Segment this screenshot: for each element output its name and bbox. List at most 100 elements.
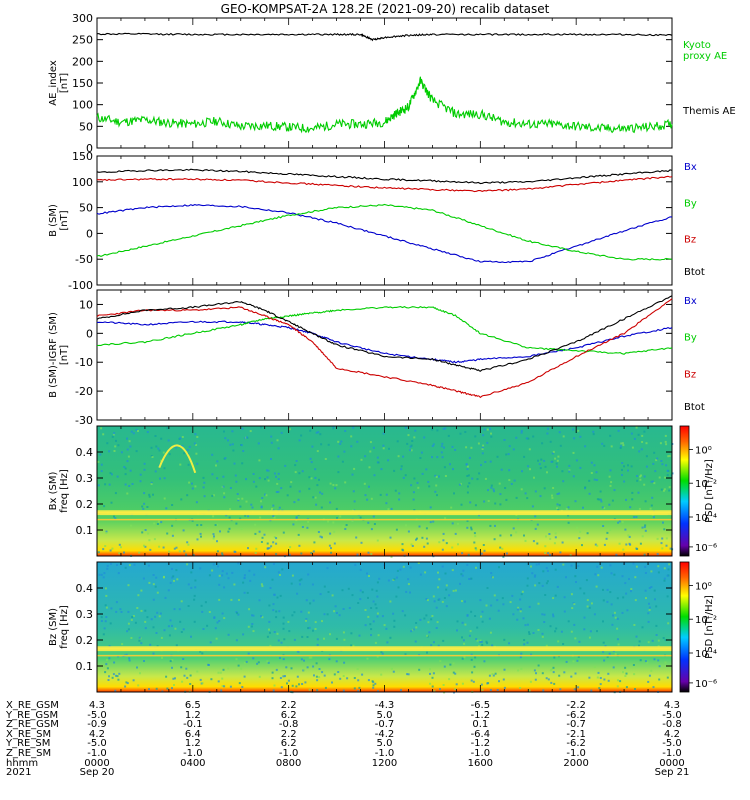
panel-2: -100 -50 0 50 100 150 B (SM) [nT] Bx By Bz Btot	[48, 150, 705, 292]
ephemeris-cell: -0.9	[87, 719, 107, 731]
ephemeris-row-label: Y_RE_GSM	[6, 709, 59, 721]
y-tick-label: 0.2	[76, 634, 94, 647]
y-tick-label: -20	[75, 385, 93, 398]
ephemeris-row-label: Y_RE_SM	[6, 738, 51, 750]
panel-5: 10⁰ 10⁻² 10⁻⁴ 10⁻⁶ PSD [nT²/Hz] 0.1 0.2 0.3 0.4 B…	[48, 561, 717, 694]
ephemeris-row-label: X_RE_SM	[6, 728, 52, 740]
ephemeris-cell: Sep 21	[654, 767, 690, 779]
y-tick-label: 0.3	[76, 472, 94, 485]
y-axis-label: B (SM)	[48, 204, 59, 237]
legend-entry: Btot	[684, 402, 705, 413]
y-tick-label: 200	[72, 55, 93, 68]
colorbar-label: PSD [nT²/Hz]	[704, 595, 715, 659]
ephemeris-cell: -1.2	[470, 738, 491, 750]
ephemeris-cell: -5.0	[87, 738, 107, 750]
ephemeris-cell: -6.2	[566, 738, 586, 750]
ephemeris-cell: -1.0	[662, 748, 682, 759]
colorbar-tick-label: 10⁻⁶	[695, 543, 717, 554]
legend-entry: Bx	[684, 296, 697, 307]
ephemeris-cell: 4.3	[89, 700, 105, 711]
ephemeris-row-label: Z_RE_GSM	[6, 719, 59, 731]
y-tick-label: 300	[72, 12, 93, 25]
ephemeris-cell: 4.2	[664, 728, 680, 740]
colorbar-tick-label: 10⁻⁴	[695, 513, 717, 524]
y-tick-label: -50	[75, 253, 93, 266]
y-tick-label: 0	[86, 227, 93, 240]
legend-entry: Kyoto	[683, 40, 711, 51]
series-line	[96, 295, 673, 372]
colorbar-label: PSD [nT²/Hz]	[704, 459, 715, 523]
ephemeris-cell: 6.2	[280, 738, 297, 750]
colorbar-tick-label: 10⁰	[695, 581, 712, 592]
y-tick-label: 100	[72, 99, 93, 112]
y-tick-label: -100	[68, 279, 93, 292]
ephemeris-cell: 1.2	[184, 709, 201, 721]
y-axis-label: [nT]	[59, 210, 70, 230]
ephemeris-cell: 1600	[467, 757, 494, 769]
ephemeris-cell: -5.0	[662, 709, 682, 721]
ephemeris-cell: -2.1	[566, 728, 586, 740]
y-tick-label: 250	[72, 34, 93, 47]
ephemeris-cell: -1.0	[278, 748, 299, 759]
y-axis-label: Bz (SM)	[48, 608, 59, 646]
ephemeris-cell: 4.2	[89, 728, 105, 740]
legend-entry: Bz	[684, 369, 696, 380]
colorbar	[679, 425, 690, 557]
ephemeris-cell: 6.4	[184, 728, 201, 740]
ephemeris-cell: -6.2	[566, 709, 586, 721]
panel-4: 10⁰ 10⁻² 10⁻⁴ 10⁻⁶ PSD [nT²/Hz] 0.1 0.2 0.3 0.4 B…	[48, 425, 717, 558]
y-axis-label: freq [Hz]	[59, 605, 70, 649]
ephemeris-row-label: X_RE_GSM	[6, 700, 59, 711]
ephemeris-table: X_RE_GSM 4.3 6.5 2.2 -4.3 -6.5 -2.2 4.3 Y_RE_GSM…	[0, 700, 750, 800]
ephemeris-cell: -1.0	[374, 748, 395, 759]
ephemeris-row-label: hhmm	[6, 757, 39, 769]
ephemeris-cell: -0.8	[662, 719, 682, 731]
y-tick-label: 0.2	[76, 498, 94, 511]
colorbar-tick-label: 10⁻⁴	[695, 649, 717, 660]
y-axis-label: AE_index	[48, 60, 59, 106]
ephemeris-cell: -1.0	[183, 748, 203, 759]
panel-3: -30 -20 -10 0 10 B (SM)-IGRF (SM) [nT] Bx By Bz Bt…	[48, 289, 705, 427]
series-line	[96, 305, 673, 355]
ephemeris-cell: -0.8	[278, 719, 299, 731]
colorbar-tick-label: 10⁻²	[695, 479, 717, 490]
ephemeris-cell: -2.2	[566, 700, 586, 711]
ephemeris-row-label: Z_RE_SM	[6, 748, 52, 759]
panels: 0 50 100 150 200 250 300 AE_index [nT] Kyotoproxy…	[48, 12, 736, 694]
legend-entry: By	[684, 198, 697, 209]
y-axis-label: B (SM)-IGRF (SM)	[48, 312, 59, 398]
legend-entry: proxy AE	[683, 51, 727, 62]
panel-1: 0 50 100 150 200 250 300 AE_index [nT] Kyotoproxy…	[48, 12, 736, 155]
y-tick-label: 0.4	[76, 582, 94, 595]
series-line	[97, 32, 673, 42]
legend-entry: Btot	[684, 267, 705, 278]
axes-frame	[96, 155, 673, 286]
spectrogram-image	[97, 562, 672, 692]
ephemeris-cell: 2.2	[280, 728, 297, 740]
legend-entry: Themis AE	[682, 106, 736, 117]
ephemeris-row-label: 2021	[6, 767, 32, 779]
y-tick-label: 0.3	[76, 608, 94, 621]
ephemeris-cell: 1.2	[184, 738, 201, 750]
ephemeris-cell: -0.7	[374, 719, 395, 731]
ephemeris-cell: 1200	[371, 757, 398, 769]
legend-entry: By	[684, 333, 697, 344]
ephemeris-cell: 5.0	[376, 709, 393, 721]
ephemeris-cell: 0800	[275, 757, 302, 769]
y-tick-label: 0.4	[76, 446, 94, 459]
legend-entry: Bz	[684, 235, 696, 246]
series-line	[96, 168, 673, 185]
series-line	[96, 175, 673, 193]
ephemeris-cell: -0.1	[183, 719, 203, 731]
colorbar-tick-label: 10⁻²	[695, 615, 717, 626]
y-axis-label: Bx (SM)	[48, 472, 59, 511]
series-line	[96, 76, 673, 134]
ephemeris-cell: -0.7	[566, 719, 586, 731]
ephemeris-cell: 0000	[84, 757, 110, 769]
ephemeris-cell: 0400	[180, 757, 206, 769]
y-tick-label: 150	[72, 77, 93, 90]
ephemeris-cell: -6.4	[470, 728, 491, 740]
y-tick-label: -10	[75, 356, 93, 369]
y-tick-label: 50	[79, 120, 93, 133]
